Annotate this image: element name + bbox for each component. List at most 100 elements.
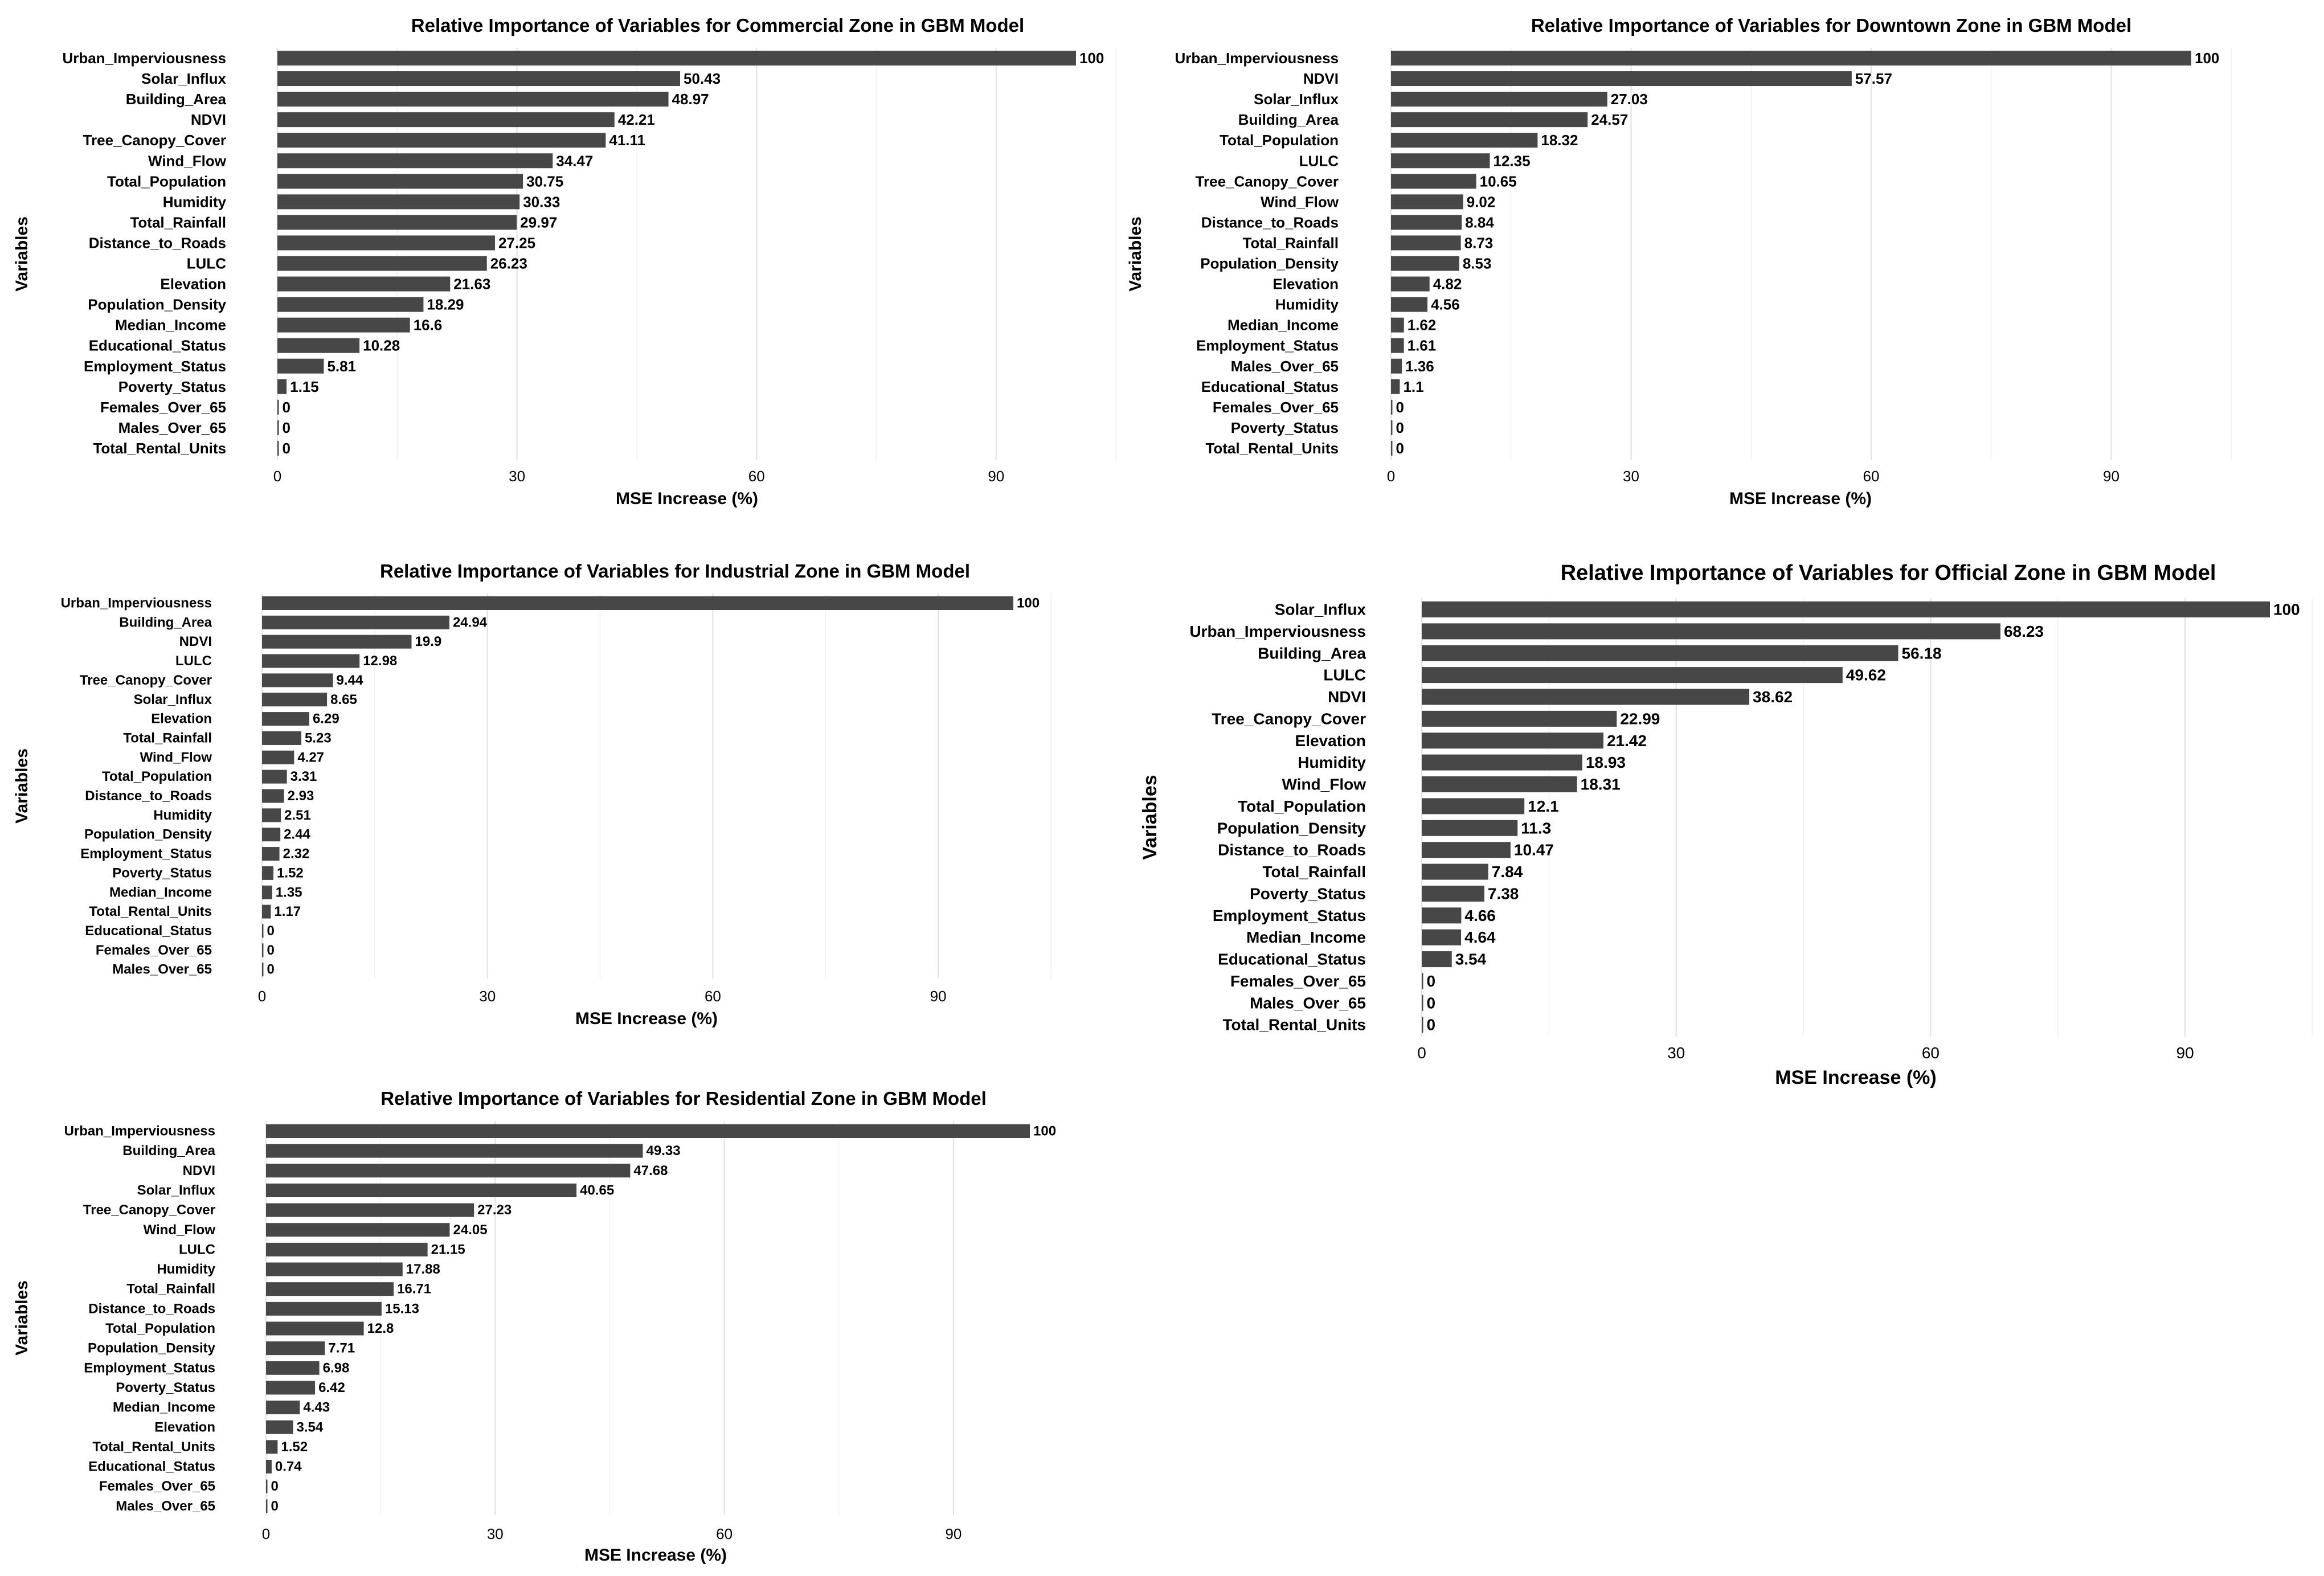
category-label: Solar_Influx	[134, 692, 212, 707]
bar	[262, 904, 271, 919]
bar	[1422, 1017, 1423, 1033]
chart-panel-5: Relative Importance of Variables for Res…	[13, 1088, 1056, 1565]
x-tick-label: 0	[1417, 1044, 1426, 1062]
bar	[1422, 645, 1899, 661]
category-label: Wind_Flow	[144, 1222, 216, 1238]
x-tick-label: 90	[2103, 468, 2120, 485]
bar	[262, 693, 328, 707]
bar	[1422, 929, 1462, 945]
category-label: LULC	[1323, 666, 1366, 684]
bar	[277, 297, 424, 312]
category-label: Wind_Flow	[148, 152, 227, 169]
bar	[262, 789, 284, 803]
bar	[277, 133, 606, 148]
bar	[262, 635, 412, 649]
bar	[262, 712, 309, 726]
category-label: NDVI	[179, 634, 212, 649]
data-label: 3.31	[290, 769, 317, 784]
category-label: Total_Rainfall	[130, 214, 226, 231]
bar	[262, 654, 360, 668]
data-label: 29.97	[520, 214, 557, 231]
data-label: 18.32	[1541, 132, 1578, 149]
data-label: 4.64	[1464, 928, 1496, 946]
category-label: Humidity	[157, 1262, 215, 1277]
data-label: 100	[2195, 50, 2219, 67]
category-label: Distance_to_Roads	[89, 234, 226, 251]
data-label: 26.23	[490, 255, 527, 272]
bar	[262, 828, 281, 842]
bar	[266, 1341, 325, 1356]
y-axis-label: Variables	[1139, 775, 1161, 859]
category-label: Poverty_Status	[116, 1380, 215, 1395]
category-label: Employment_Status	[1213, 907, 1366, 924]
data-label: 1.36	[1405, 358, 1434, 375]
category-label: Educational_Status	[85, 923, 212, 939]
category-label: Tree_Canopy_Cover	[80, 673, 212, 688]
data-label: 24.57	[1591, 111, 1628, 128]
bar	[266, 1164, 631, 1178]
bar	[266, 1420, 293, 1434]
category-label: LULC	[179, 1242, 215, 1257]
bar	[1391, 92, 1607, 107]
bar	[266, 1282, 394, 1296]
data-label: 49.62	[1846, 666, 1886, 684]
bar	[1391, 51, 2191, 66]
data-label: 0.74	[275, 1459, 302, 1475]
category-label: Humidity	[1275, 296, 1339, 313]
bar	[1422, 776, 1577, 793]
category-label: Median_Income	[113, 1400, 215, 1415]
bar	[262, 750, 294, 764]
bar	[1391, 153, 1490, 169]
data-label: 11.3	[1521, 819, 1551, 837]
category-label: Solar_Influx	[141, 70, 226, 87]
bar	[266, 1401, 300, 1415]
bar	[262, 673, 333, 687]
category-label: Median_Income	[109, 885, 212, 900]
category-label: Distance_to_Roads	[1218, 841, 1366, 859]
bar	[266, 1262, 403, 1276]
category-label: Elevation	[160, 276, 226, 293]
category-label: Wind_Flow	[1261, 193, 1339, 210]
category-label: Building_Area	[122, 1143, 215, 1159]
category-label: Distance_to_Roads	[85, 788, 212, 804]
category-label: Median_Income	[115, 317, 226, 334]
data-label: 100	[1079, 50, 1104, 67]
chart-title: Relative Importance of Variables for Com…	[411, 15, 1024, 36]
chart-panel-4: Relative Importance of Variables for Off…	[1139, 561, 2313, 1088]
data-label: 0	[283, 419, 290, 436]
category-label: Urban_Imperviousness	[62, 50, 226, 67]
bar	[266, 1242, 428, 1256]
chart-title: Relative Importance of Variables for Off…	[1561, 561, 2216, 585]
category-label: Males_Over_65	[1250, 994, 1366, 1012]
data-label: 40.65	[580, 1182, 614, 1198]
category-label: Solar_Influx	[137, 1182, 216, 1198]
data-label: 0	[267, 923, 275, 939]
chart-title: Relative Importance of Variables for Dow…	[1531, 15, 2131, 36]
bar	[262, 885, 272, 899]
bar	[277, 235, 496, 251]
gridlines	[265, 1121, 955, 1515]
category-label: Solar_Influx	[1275, 601, 1366, 619]
bar	[1422, 623, 2000, 640]
category-label: LULC	[1299, 152, 1339, 169]
x-tick-label: 60	[748, 468, 765, 485]
data-label: 47.68	[633, 1163, 668, 1178]
data-label: 18.31	[1581, 776, 1621, 793]
bar	[266, 1479, 268, 1493]
data-label: 0	[283, 399, 290, 416]
bar	[277, 317, 410, 333]
data-label: 1.52	[281, 1439, 308, 1455]
x-tick-label: 60	[1863, 468, 1880, 485]
category-label: Humidity	[163, 193, 227, 210]
data-label: 2.51	[284, 808, 311, 823]
category-label: Urban_Imperviousness	[64, 1124, 215, 1139]
bar	[266, 1223, 450, 1237]
category-label: Educational_Status	[1218, 951, 1366, 968]
category-label: Total_Rainfall	[1242, 234, 1339, 251]
bar	[1422, 842, 1511, 858]
data-label: 57.57	[1855, 70, 1892, 87]
data-label: 9.44	[337, 673, 363, 688]
bar	[277, 215, 517, 230]
bar	[1391, 317, 1404, 333]
category-label: Females_Over_65	[1230, 972, 1366, 990]
